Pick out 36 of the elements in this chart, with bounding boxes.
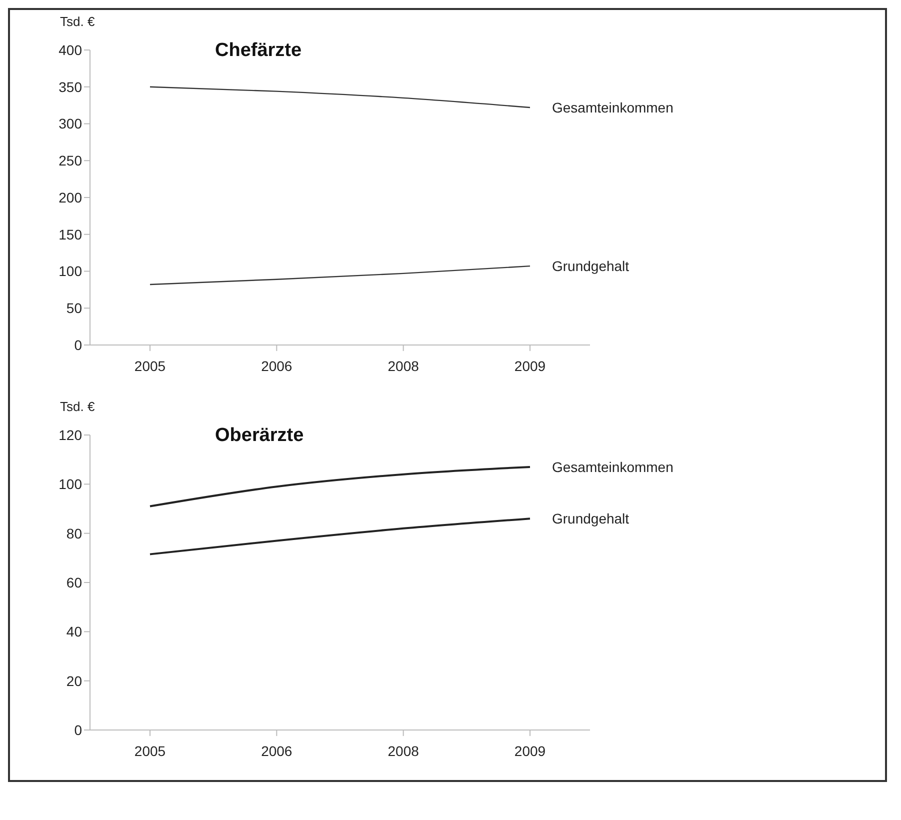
- series-label: Grundgehalt: [552, 258, 630, 274]
- x-tick-label: 2005: [134, 742, 166, 759]
- y-tick-label: 60: [66, 574, 82, 590]
- line-series: [149, 466, 531, 508]
- series-label: Grundgehalt: [552, 510, 630, 527]
- x-tick-label: 2009: [514, 742, 546, 759]
- y-tick-label: 300: [58, 116, 82, 132]
- y-axis-title: Tsd. €: [60, 14, 95, 29]
- y-tick-label: 40: [66, 624, 82, 640]
- y-tick-label: 400: [58, 42, 82, 58]
- series-label: Gesamteinkommen: [552, 458, 674, 475]
- y-tick-label: 20: [66, 672, 82, 689]
- chart-title: Chefärzte: [215, 40, 302, 62]
- line-series: [149, 518, 531, 556]
- x-tick-label: 2008: [388, 742, 420, 759]
- y-axis-title: Tsd. €: [60, 399, 95, 414]
- x-tick-label: 2006: [261, 742, 292, 759]
- y-tick-label: 250: [58, 152, 82, 169]
- y-tick-label: 0: [74, 722, 82, 738]
- x-tick-label: 2009: [514, 358, 546, 374]
- y-tick-label: 200: [58, 189, 82, 206]
- x-tick-label: 2006: [261, 358, 292, 374]
- chart-title: Oberärzte: [215, 425, 304, 447]
- x-tick-label: 2005: [134, 358, 166, 374]
- line-series: [149, 86, 531, 108]
- y-tick-label: 100: [58, 476, 82, 492]
- x-tick-label: 2008: [388, 358, 420, 374]
- line-series: [149, 265, 531, 286]
- y-tick-label: 50: [66, 300, 82, 316]
- y-tick-label: 120: [58, 426, 82, 443]
- series-label: Gesamteinkommen: [552, 100, 674, 116]
- y-tick-label: 150: [58, 226, 82, 242]
- y-tick-label: 0: [74, 336, 82, 353]
- y-tick-label: 350: [58, 78, 82, 95]
- y-tick-label: 100: [58, 263, 82, 280]
- y-tick-label: 80: [66, 525, 82, 542]
